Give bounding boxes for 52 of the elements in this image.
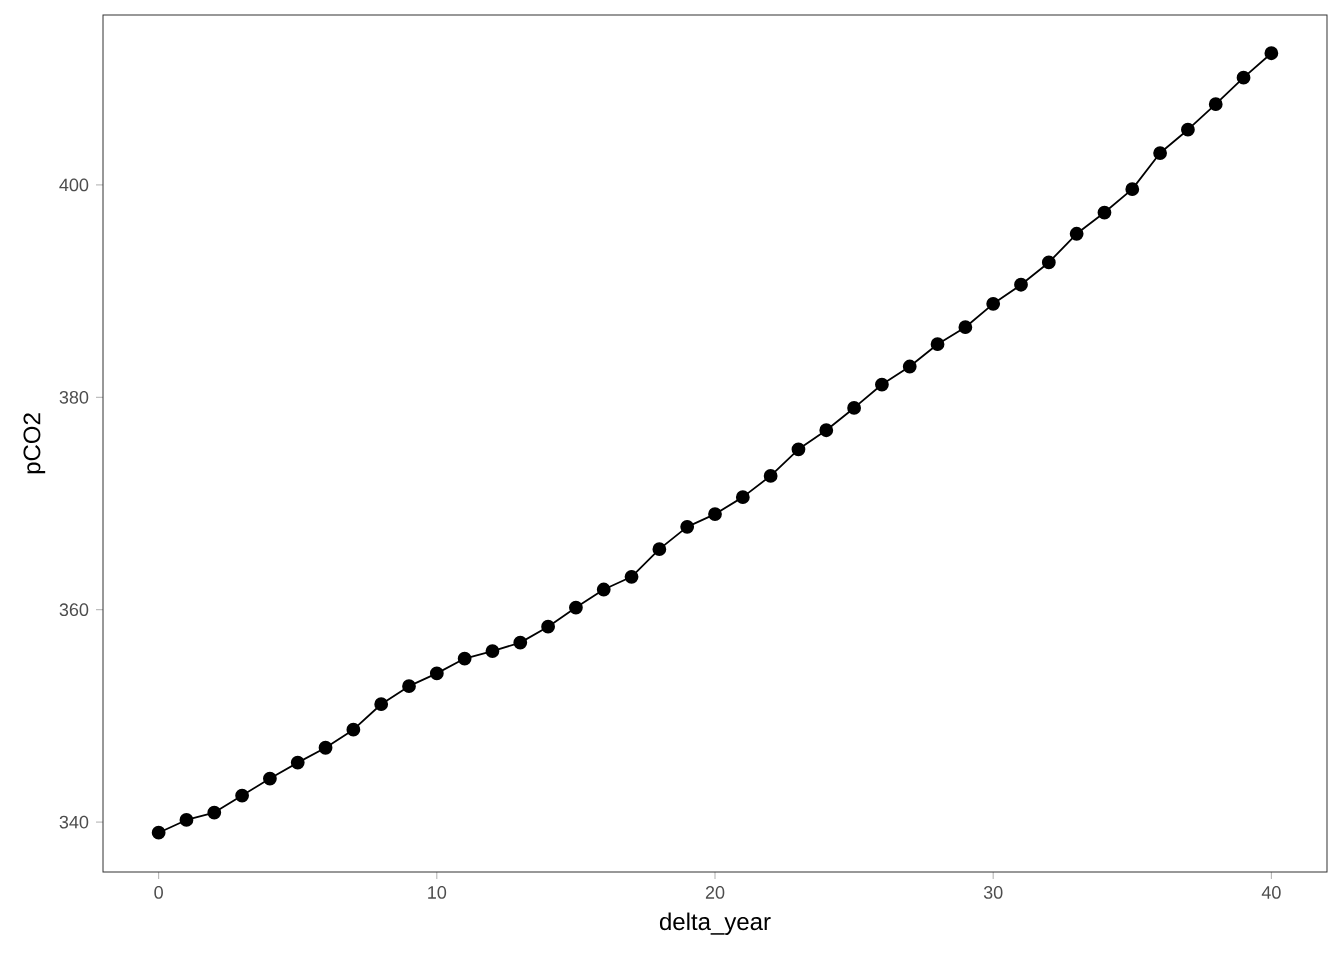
- point: [819, 423, 834, 438]
- point: [680, 519, 695, 534]
- point: [1041, 255, 1056, 270]
- point: [763, 468, 778, 483]
- y-tick-label: 340: [59, 815, 89, 829]
- point: [791, 442, 806, 457]
- point: [847, 401, 861, 415]
- point: [902, 359, 917, 374]
- point: [513, 635, 528, 650]
- y-tick-label: 380: [59, 390, 89, 404]
- point: [986, 296, 1001, 311]
- point: [457, 651, 472, 666]
- y-tick-label: 360: [59, 603, 89, 617]
- x-axis-title: delta_year: [659, 912, 771, 935]
- point: [402, 679, 416, 694]
- point: [1014, 277, 1028, 292]
- point: [485, 644, 500, 659]
- point: [346, 722, 361, 737]
- point: [708, 507, 722, 522]
- point: [930, 337, 945, 352]
- x-tick-label: 20: [705, 886, 725, 899]
- point: [958, 320, 973, 335]
- point: [652, 542, 667, 557]
- point: [624, 569, 639, 584]
- point: [1236, 70, 1251, 85]
- point: [1069, 226, 1084, 241]
- point: [1097, 205, 1112, 220]
- point: [735, 490, 750, 505]
- y-tick-label: 400: [59, 178, 89, 192]
- point: [541, 619, 555, 634]
- point: [179, 813, 194, 827]
- point: [569, 600, 583, 615]
- point: [596, 582, 611, 597]
- point: [318, 740, 333, 755]
- point: [429, 666, 444, 681]
- point: [1125, 182, 1140, 197]
- x-tick-label: 30: [983, 886, 1003, 899]
- point: [290, 755, 305, 770]
- point: [1264, 46, 1279, 61]
- point: [207, 805, 222, 820]
- point: [235, 788, 249, 803]
- point: [1153, 146, 1167, 160]
- x-tick-label: 40: [1261, 886, 1281, 899]
- point: [1208, 97, 1223, 112]
- point: [374, 697, 389, 712]
- point: [151, 825, 166, 840]
- x-tick-label: 10: [428, 886, 447, 899]
- y-axis-title: pCO2: [23, 413, 46, 474]
- point: [1181, 122, 1195, 137]
- point: [263, 771, 277, 786]
- x-tick-label: 0: [154, 886, 163, 899]
- point: [875, 377, 889, 392]
